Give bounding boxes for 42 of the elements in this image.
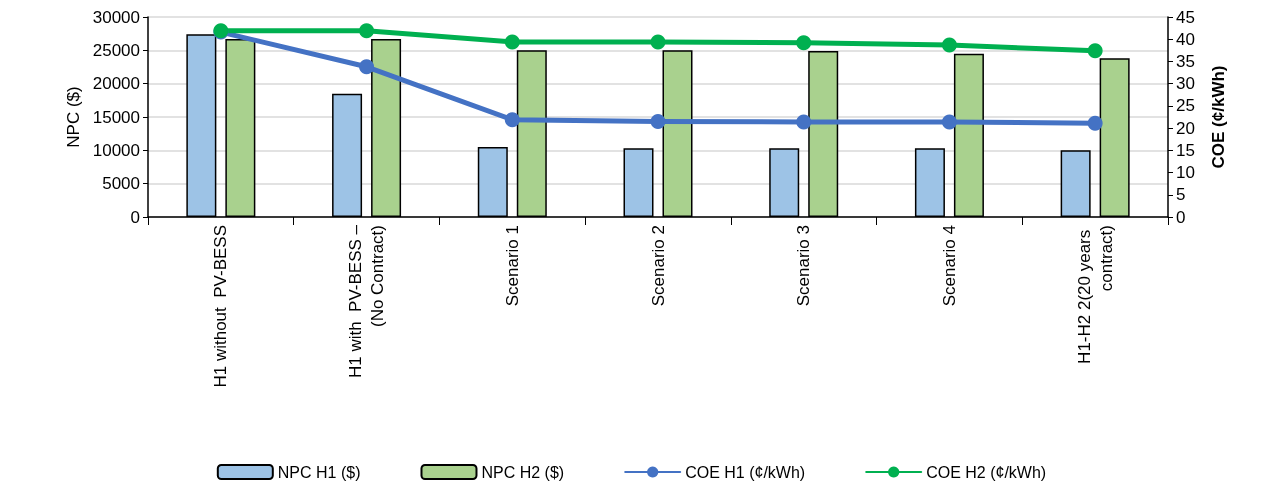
point — [796, 35, 812, 51]
point — [941, 114, 957, 130]
y2-tick-label: 30 — [1176, 74, 1195, 94]
x-tick-label: Scenario 2 — [648, 225, 668, 307]
point — [796, 114, 812, 130]
y-tick-label: 30000 — [92, 7, 140, 27]
y2-tick-label: 45 — [1176, 7, 1195, 27]
legend-label: COE H1 (¢/kWh) — [685, 463, 806, 481]
y2-tick-label: 25 — [1176, 96, 1195, 116]
y2-tick-label: 15 — [1176, 140, 1195, 160]
x-tick-label: Scenario 3 — [794, 225, 814, 307]
y-tick-label: 25000 — [92, 40, 140, 60]
point — [359, 23, 375, 39]
y-tick-label: 0 — [130, 207, 140, 227]
y-tick-label: 15000 — [92, 107, 140, 127]
y2-tick-label: 35 — [1176, 51, 1195, 71]
x-tick-label: H1-H2 2(20 years contract) — [1074, 225, 1116, 364]
point — [650, 34, 666, 50]
x-tick-label: H1 with PV-BESS – (No Contract) — [346, 224, 388, 379]
x-tick-label: Scenario 4 — [939, 225, 959, 307]
y2-tick-label: 10 — [1176, 163, 1195, 183]
x-tick-label: Scenario 1 — [502, 225, 522, 307]
y2-axis-title: COE (¢/kWh) — [1209, 65, 1228, 169]
y2-tick-label: 20 — [1176, 118, 1195, 138]
y2-tick-label: 0 — [1176, 207, 1186, 227]
y-tick-label: 20000 — [92, 74, 140, 94]
y-tick-label: 5000 — [102, 174, 140, 194]
y2-tick-label: 5 — [1176, 185, 1186, 205]
point — [359, 59, 375, 75]
point — [650, 113, 666, 129]
legend-label: COE H2 (¢/kWh) — [926, 463, 1047, 481]
point — [1087, 115, 1103, 131]
point — [504, 112, 520, 128]
legend-label: NPC H2 ($) — [481, 463, 565, 481]
y-tick-label: 10000 — [92, 140, 140, 160]
y-axis-title: NPC ($) — [63, 86, 83, 148]
point — [941, 37, 957, 53]
point — [504, 34, 520, 50]
legend-label: NPC H1 ($) — [277, 463, 361, 481]
x-tick-label: H1 without PV-BESS — [211, 225, 231, 388]
point — [1087, 43, 1103, 59]
y2-tick-label: 40 — [1176, 29, 1195, 49]
